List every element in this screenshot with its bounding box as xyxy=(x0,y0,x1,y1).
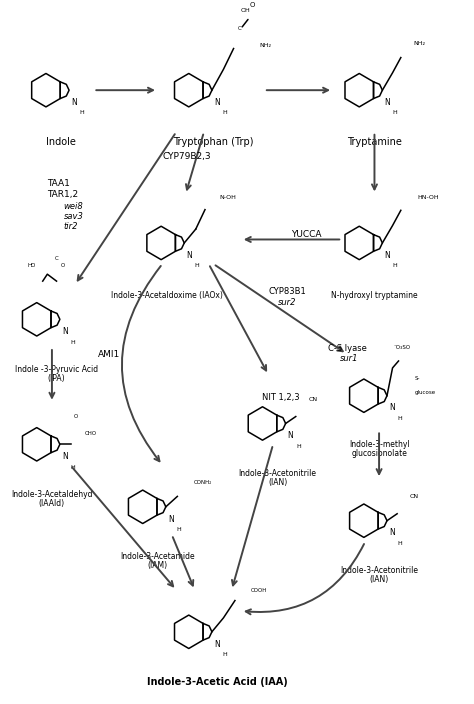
Text: N: N xyxy=(168,515,173,524)
Text: Indole-3-Acetonitrile: Indole-3-Acetonitrile xyxy=(340,566,418,575)
Text: HN-OH: HN-OH xyxy=(417,195,438,201)
Text: H: H xyxy=(176,527,181,532)
Text: Indole -3-Pyruvic Acid: Indole -3-Pyruvic Acid xyxy=(15,365,98,374)
Text: Indole-3-Acetaldehyd: Indole-3-Acetaldehyd xyxy=(11,490,93,499)
Text: NH₂: NH₂ xyxy=(414,41,426,46)
Text: CHO: CHO xyxy=(85,432,97,436)
Text: TAA1: TAA1 xyxy=(47,180,70,189)
Text: N: N xyxy=(288,431,293,440)
Text: O: O xyxy=(249,3,255,8)
Text: H: H xyxy=(195,263,200,268)
Text: Indole-3-Acetic Acid (IAA): Indole-3-Acetic Acid (IAA) xyxy=(147,677,288,687)
Text: O: O xyxy=(73,414,78,419)
Text: sur2: sur2 xyxy=(278,298,296,307)
Text: CN: CN xyxy=(309,396,318,402)
Text: NH₂: NH₂ xyxy=(259,42,271,48)
Text: Indole: Indole xyxy=(46,137,76,147)
Text: CYP83B1: CYP83B1 xyxy=(268,287,306,296)
Text: CONH₂: CONH₂ xyxy=(193,480,212,485)
Text: H: H xyxy=(397,541,402,546)
Text: CYP79B2,3: CYP79B2,3 xyxy=(163,151,211,161)
Text: N: N xyxy=(384,98,390,107)
Text: (IPA): (IPA) xyxy=(48,374,65,383)
Text: N: N xyxy=(214,98,219,107)
Text: YUCCA: YUCCA xyxy=(292,230,322,239)
Text: OH: OH xyxy=(240,8,250,13)
Text: N-OH: N-OH xyxy=(220,194,237,200)
Text: CN: CN xyxy=(410,494,419,499)
Text: Indole-3-Acetamide: Indole-3-Acetamide xyxy=(120,553,195,561)
Text: H: H xyxy=(80,111,84,115)
Text: N-hydroxyl tryptamine: N-hydroxyl tryptamine xyxy=(331,291,418,299)
Text: TAR1,2: TAR1,2 xyxy=(47,190,79,199)
Text: H: H xyxy=(296,444,301,448)
Text: wei8: wei8 xyxy=(64,202,83,211)
Text: glucosionolate: glucosionolate xyxy=(351,449,407,458)
Text: S-: S- xyxy=(415,376,420,381)
Text: H: H xyxy=(70,465,75,470)
Text: H: H xyxy=(393,111,398,115)
Text: N: N xyxy=(62,327,68,336)
Text: H: H xyxy=(222,652,227,657)
Text: Indole-3-Acetonitrile: Indole-3-Acetonitrile xyxy=(239,469,317,478)
Text: N: N xyxy=(389,529,395,537)
Text: glucose: glucose xyxy=(415,390,436,395)
Text: O: O xyxy=(61,263,65,268)
Text: NIT 1,2,3: NIT 1,2,3 xyxy=(262,393,299,401)
Text: N: N xyxy=(71,98,77,107)
Text: sur1: sur1 xyxy=(340,354,358,363)
Text: C: C xyxy=(55,256,58,260)
Text: Indole-3-Acetaldoxime (IAOx): Indole-3-Acetaldoxime (IAOx) xyxy=(111,291,223,299)
Text: N: N xyxy=(389,403,395,413)
Text: N: N xyxy=(214,639,219,648)
Text: N: N xyxy=(62,452,68,461)
Text: AMI1: AMI1 xyxy=(99,350,121,358)
Text: (IAN): (IAN) xyxy=(369,575,389,584)
Text: H: H xyxy=(70,339,75,344)
Text: N: N xyxy=(384,251,390,260)
Text: Tryptamine: Tryptamine xyxy=(347,137,402,147)
Text: Tryptophan (Trp): Tryptophan (Trp) xyxy=(173,137,254,147)
Text: Indole-3-methyl: Indole-3-methyl xyxy=(349,440,410,449)
Text: (IAAld): (IAAld) xyxy=(39,499,65,508)
Text: H: H xyxy=(222,111,227,115)
Text: C-S lyase: C-S lyase xyxy=(328,344,367,353)
Text: H: H xyxy=(393,263,398,268)
Text: (IAM): (IAM) xyxy=(148,561,168,570)
Text: H: H xyxy=(397,416,402,421)
Text: tir2: tir2 xyxy=(64,222,78,231)
Text: sav3: sav3 xyxy=(64,212,83,221)
Text: COOH: COOH xyxy=(251,588,267,593)
Text: N: N xyxy=(186,251,192,260)
Text: (IAN): (IAN) xyxy=(268,478,287,487)
Text: ⁻O₃SO: ⁻O₃SO xyxy=(394,344,411,350)
Text: C: C xyxy=(238,26,242,31)
Text: HO: HO xyxy=(27,263,36,268)
